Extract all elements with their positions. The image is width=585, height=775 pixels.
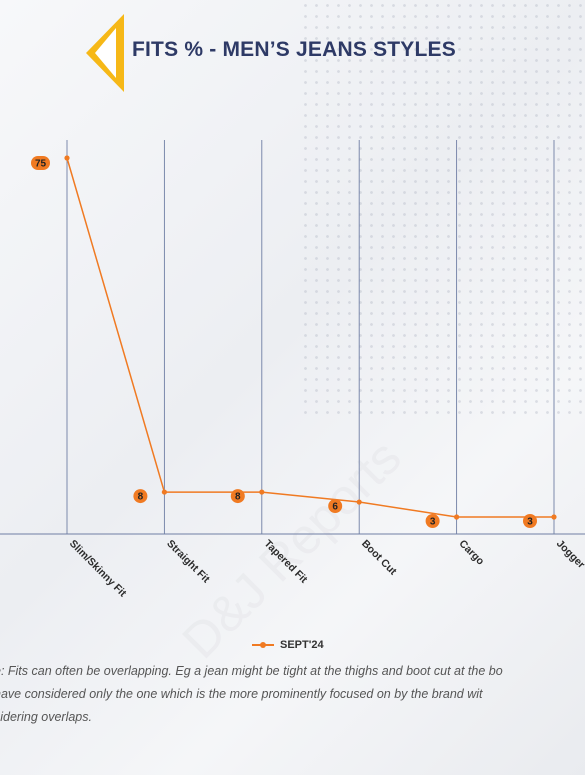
data-label: 8 — [138, 492, 144, 503]
data-label-badge — [133, 489, 148, 504]
data-label-badge — [31, 156, 50, 170]
footnote-line-2: have considered only the one which is th… — [0, 687, 483, 701]
x-tick-label: Tapered Fit — [262, 538, 310, 586]
data-point — [551, 514, 557, 520]
data-label: 8 — [235, 492, 241, 503]
footnote-line-1: e: Fits can often be overlapping. Eg a j… — [0, 664, 503, 678]
data-label: 3 — [430, 517, 436, 528]
x-tick-label: Straight Fit — [164, 538, 212, 586]
data-point — [64, 155, 70, 161]
footnote: e: Fits can often be overlapping. Eg a j… — [0, 660, 585, 729]
chevron-icon — [86, 14, 124, 92]
data-point — [259, 489, 265, 495]
data-label: 75 — [35, 159, 47, 170]
footnote-line-3: sidering overlaps. — [0, 710, 92, 724]
data-label: 6 — [332, 502, 338, 513]
legend-label: SEPT'24 — [280, 639, 324, 651]
x-tick-label: Boot Cut — [359, 538, 399, 578]
data-point — [454, 514, 460, 520]
data-point — [161, 489, 167, 495]
dot-pattern — [300, 0, 585, 420]
data-label-badge — [230, 489, 245, 504]
x-tick-label: Slim/Skinny Fit — [67, 538, 129, 600]
data-label-badge — [328, 499, 343, 514]
legend: SEPT'24 — [252, 638, 324, 652]
legend-marker — [252, 638, 274, 652]
page-title: FITS % - MEN’S JEANS STYLES — [132, 38, 456, 61]
line-chart: 75 8 8 6 3 3 Slim/Skinny Fit Straight Fit Tapere… — [0, 140, 585, 600]
data-label-badge — [523, 514, 537, 528]
data-label-badge — [425, 514, 440, 528]
data-label: 3 — [527, 517, 533, 528]
x-tick-label: Jogger — [554, 538, 585, 571]
x-tick-label: Cargo — [456, 538, 486, 568]
data-point — [356, 499, 362, 505]
series-line — [66, 157, 554, 518]
